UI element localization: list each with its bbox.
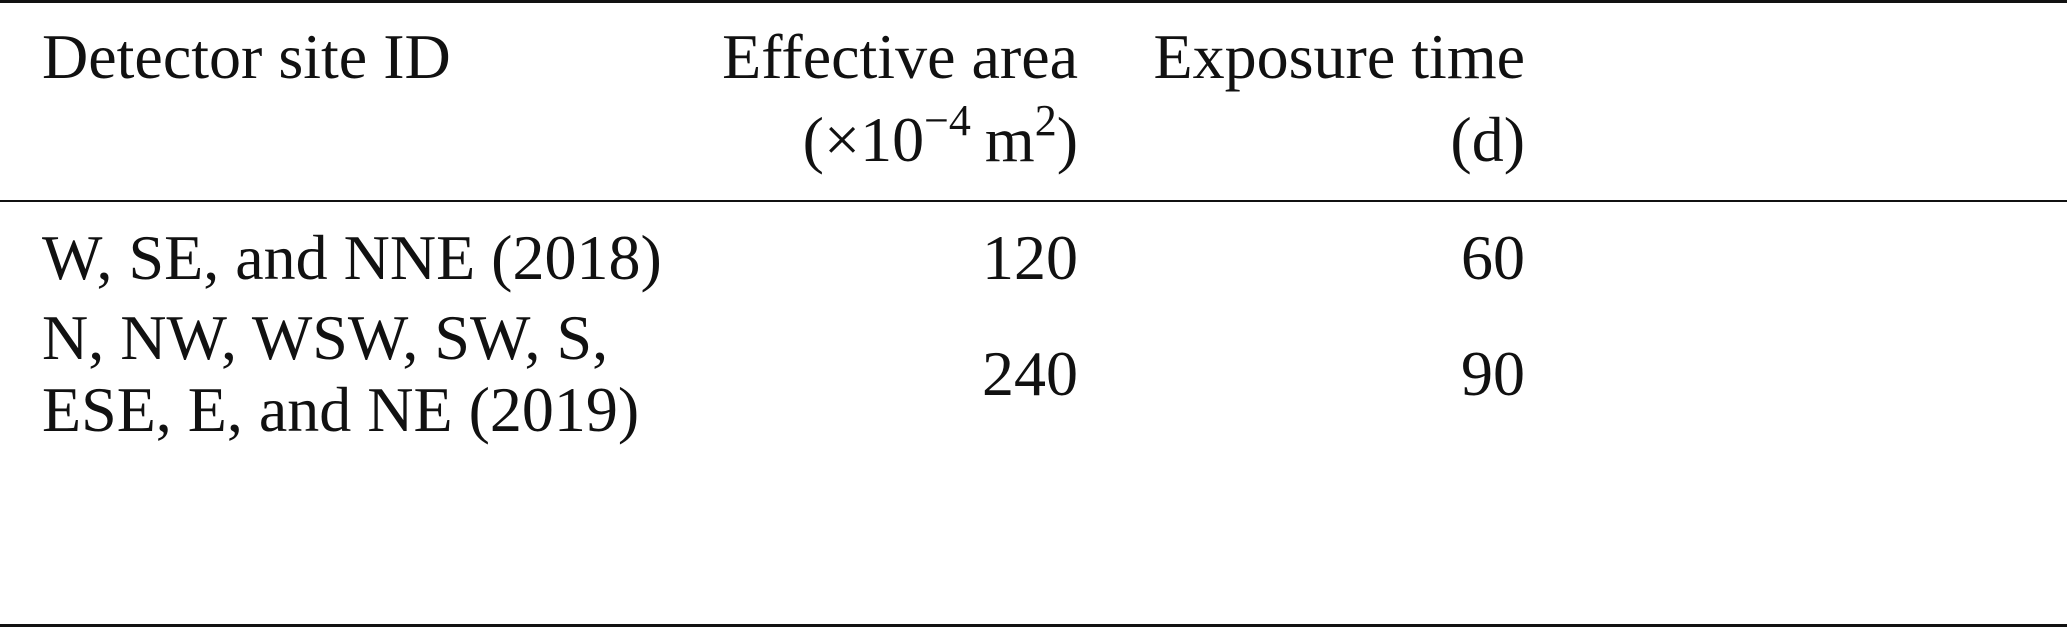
top-rule — [0, 0, 2067, 3]
effective-area: 240 — [982, 338, 1078, 409]
column-header: Effective area — [722, 21, 1078, 92]
unit-text: m — [984, 104, 1035, 175]
unit-text: (×10 — [802, 104, 925, 175]
exposure-time: 90 — [1461, 338, 1525, 409]
bottom-rule — [0, 624, 2067, 627]
site-id: ESE, E, and NE (2019) — [42, 374, 640, 445]
effective-area: 120 — [982, 222, 1078, 293]
site-id: W, SE, and NNE (2018) — [42, 222, 662, 293]
column-unit: (×10−4 m2) — [802, 98, 1078, 176]
header-rule — [0, 200, 2067, 202]
column-header: Exposure time — [1153, 21, 1525, 92]
unit-text: ) — [1056, 104, 1078, 175]
unit-text: (d) — [1450, 104, 1525, 175]
column-header: Detector site ID — [42, 21, 451, 92]
exposure-time: 60 — [1461, 222, 1525, 293]
unit-exponent: 2 — [1034, 95, 1057, 145]
site-id: N, NW, WSW, SW, S, — [42, 302, 609, 373]
unit-exponent: −4 — [924, 95, 971, 145]
column-unit: (d) — [1450, 104, 1525, 176]
